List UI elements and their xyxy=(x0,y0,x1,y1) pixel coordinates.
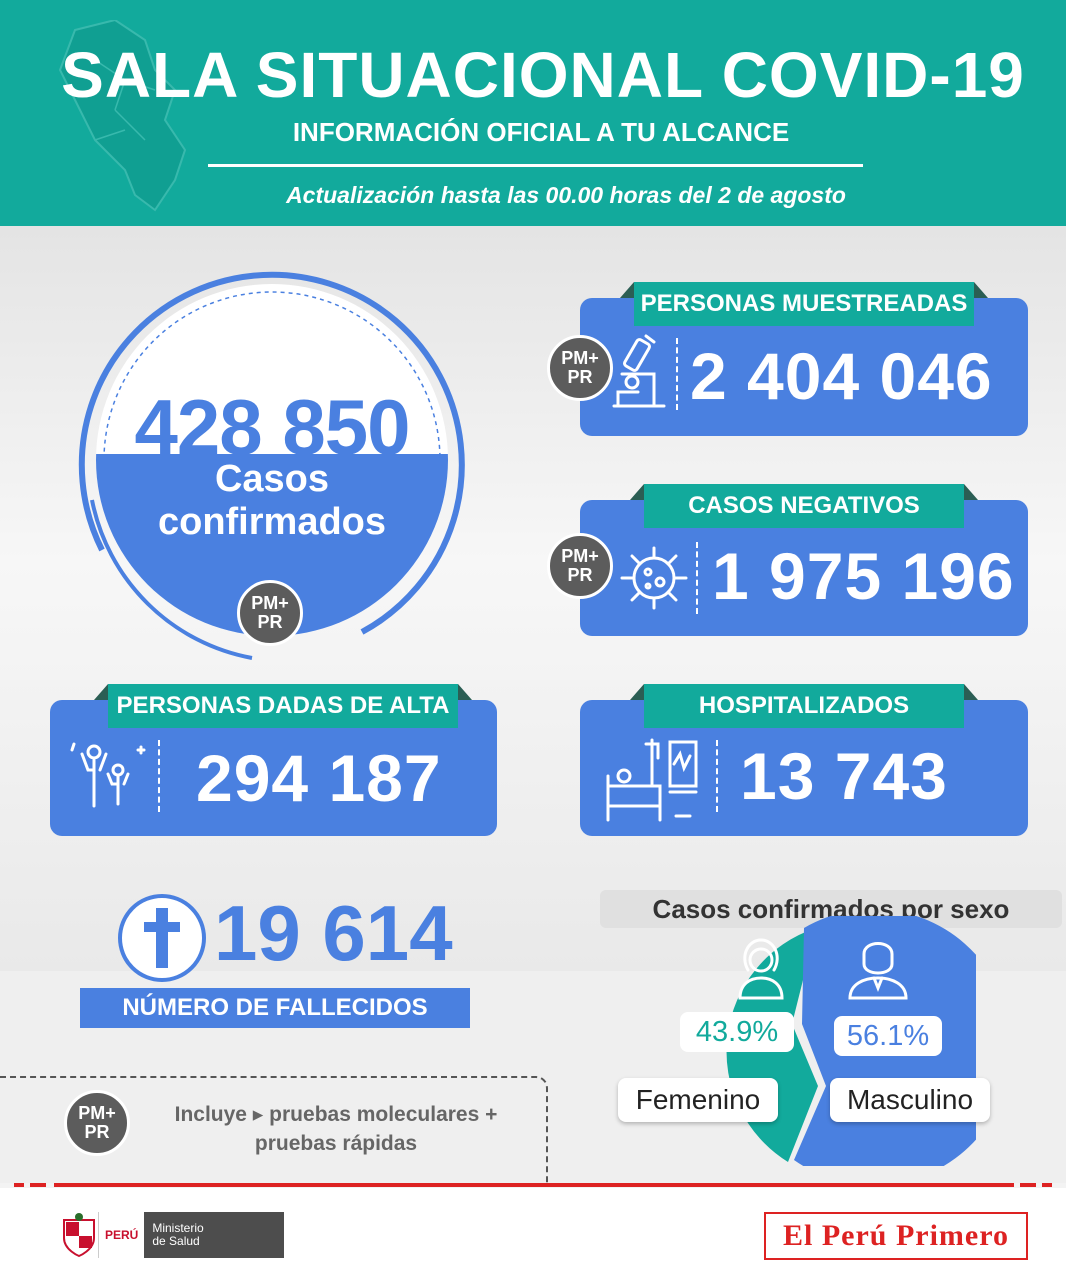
hospitalized-divider xyxy=(716,740,718,812)
discharged-value: 294 187 xyxy=(196,741,442,815)
discharged-divider xyxy=(158,740,160,812)
female-percentage: 43.9% xyxy=(680,1012,794,1052)
celebrating-family-icon xyxy=(70,742,146,808)
page-subtitle: INFORMACIÓN OFICIAL A TU ALCANCE xyxy=(292,117,790,147)
brand-logo: El Perú Primero xyxy=(764,1212,1028,1260)
confirmed-cases-value: 428 850 xyxy=(134,383,411,471)
badge-line1: PM+ xyxy=(251,593,289,613)
update-timestamp: Actualización hasta las 00.00 horas del … xyxy=(286,182,846,208)
negative-value: 1 975 196 xyxy=(712,539,1015,613)
sampled-title: PERSONAS MUESTREADAS xyxy=(620,282,988,326)
badge-line2: PR xyxy=(84,1122,110,1142)
confirmed-label-line1: Casos xyxy=(214,458,330,500)
confirmed-cases-circle: 428 850 Casos confirmados PM+ PR xyxy=(62,250,482,670)
confirmed-circle-graphic xyxy=(78,271,465,660)
pm-pr-badge-note: PM+ PR xyxy=(64,1090,130,1156)
woman-icon xyxy=(738,938,784,1000)
ministry-line1: Ministerio xyxy=(152,1221,204,1235)
male-label: Masculino xyxy=(830,1078,990,1122)
footer-divider-line xyxy=(14,1183,1052,1187)
cross-icon xyxy=(118,894,206,982)
virus-icon xyxy=(620,546,688,610)
badge-line1: PM+ xyxy=(561,546,599,566)
negative-divider xyxy=(696,542,698,614)
note-text: Incluye ▸ pruebas moleculares + pruebas … xyxy=(156,1100,516,1158)
hospitalized-value: 13 743 xyxy=(740,739,948,813)
ministry-line2: de Salud xyxy=(152,1234,200,1248)
page-title: SALA SITUACIONAL COVID-19 xyxy=(61,39,1025,111)
note-line2: pruebas rápidas xyxy=(254,1132,418,1155)
discharged-title: PERSONAS DADAS DE ALTA xyxy=(94,684,472,728)
confirmed-cases-label: Casos confirmados xyxy=(62,458,482,544)
pm-pr-badge-sampled: PM+ PR xyxy=(547,335,613,401)
negative-card: CASOS NEGATIVOS 1 975 196 xyxy=(580,484,1028,636)
header-banner: SALA SITUACIONAL COVID-19 INFORMACIÓN OF… xyxy=(0,0,1066,226)
badge-line1: PM+ xyxy=(561,348,599,368)
coat-of-arms-icon xyxy=(63,1213,95,1258)
pm-pr-badge: PM+ PR xyxy=(237,580,303,646)
female-label: Femenino xyxy=(618,1078,778,1122)
ministry-name: Ministerio de Salud xyxy=(144,1212,285,1258)
confirmed-label-line2: confirmados xyxy=(157,501,387,543)
microscope-icon xyxy=(612,334,666,408)
deaths-value: 19 614 xyxy=(214,889,453,977)
ministry-logo: PERÚ Ministerio de Salud xyxy=(60,1212,285,1258)
discharged-card: PERSONAS DADAS DE ALTA 294 187 xyxy=(50,684,497,836)
badge-line1: PM+ xyxy=(78,1103,116,1123)
badge-line2: PR xyxy=(567,367,593,387)
male-percentage: 56.1% xyxy=(834,1016,942,1056)
note-frame xyxy=(0,1076,548,1184)
hospitalized-card: HOSPITALIZADOS 13 743 xyxy=(580,684,1028,836)
negative-title: CASOS NEGATIVOS xyxy=(630,484,978,528)
badge-line2: PR xyxy=(257,612,283,632)
pm-pr-badge-negative: PM+ PR xyxy=(547,533,613,599)
deaths-label: NÚMERO DE FALLECIDOS xyxy=(80,988,470,1028)
country-label: PERÚ xyxy=(98,1212,145,1258)
man-icon xyxy=(848,942,908,1000)
sampled-value: 2 404 046 xyxy=(690,339,993,413)
hospital-bed-icon xyxy=(606,738,698,822)
peru-map-icon xyxy=(58,20,187,212)
hospitalized-title: HOSPITALIZADOS xyxy=(630,684,978,728)
sampled-divider xyxy=(676,338,678,410)
sampled-card: PERSONAS MUESTREADAS 2 404 046 xyxy=(580,282,1028,436)
note-line1: Incluye ▸ pruebas moleculares + xyxy=(174,1103,498,1126)
badge-line2: PR xyxy=(567,565,593,585)
header-divider xyxy=(208,164,863,167)
